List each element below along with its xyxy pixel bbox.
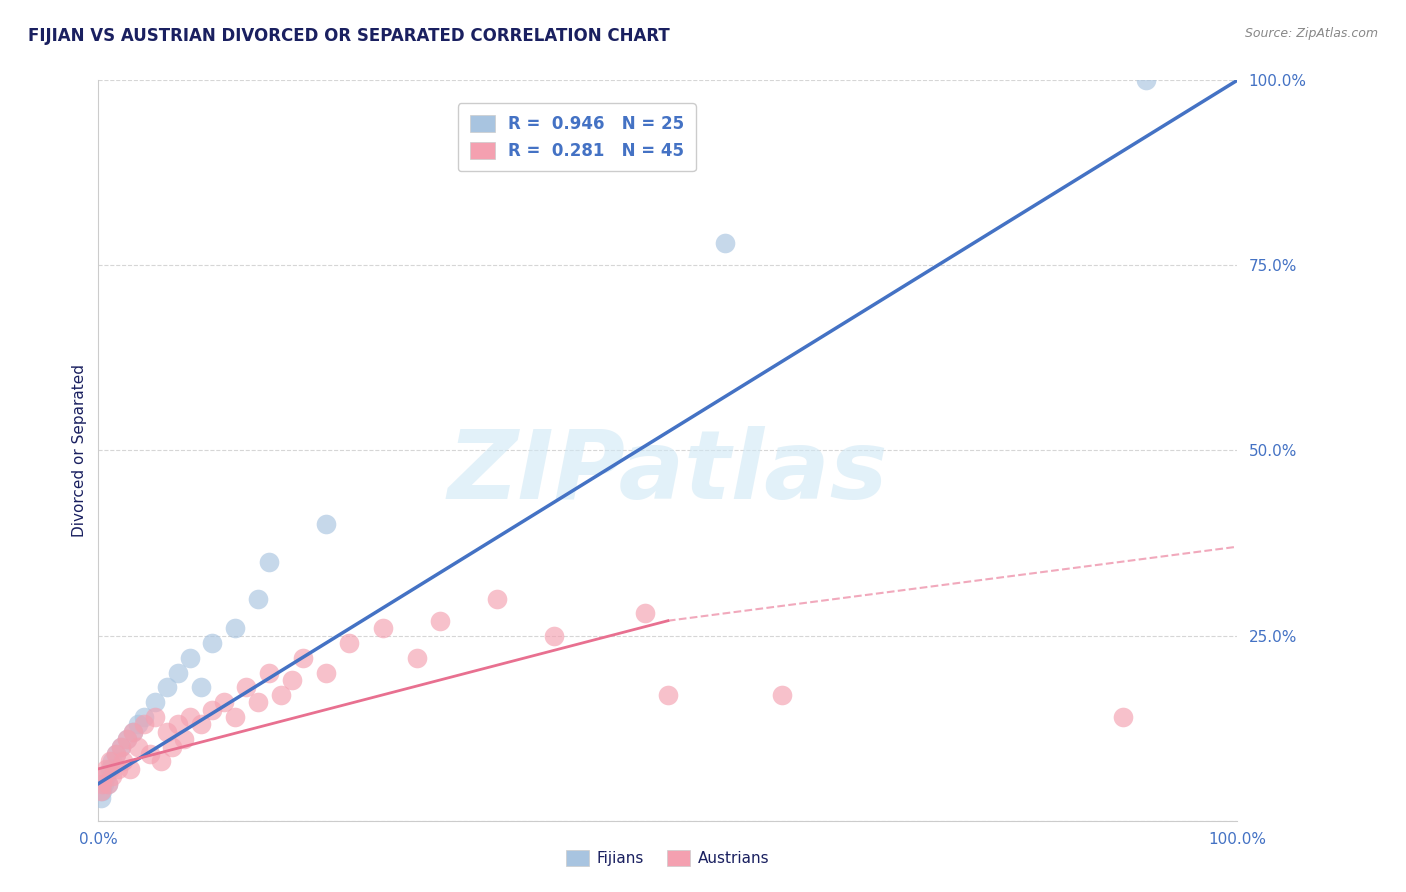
Point bbox=[190, 681, 212, 695]
Point bbox=[132, 717, 155, 731]
Point bbox=[150, 755, 173, 769]
Point bbox=[138, 747, 160, 761]
Point bbox=[110, 739, 132, 754]
Point bbox=[337, 636, 360, 650]
Point bbox=[93, 769, 115, 783]
Point bbox=[167, 717, 190, 731]
Point bbox=[1112, 710, 1135, 724]
Point bbox=[115, 732, 138, 747]
Point bbox=[543, 628, 565, 642]
Point bbox=[371, 621, 394, 635]
Point bbox=[145, 695, 167, 709]
Point bbox=[120, 762, 142, 776]
Point bbox=[96, 776, 118, 791]
Point bbox=[127, 717, 149, 731]
Point bbox=[121, 724, 143, 739]
Point bbox=[1135, 73, 1157, 87]
Point bbox=[107, 762, 129, 776]
Point bbox=[101, 769, 124, 783]
Point bbox=[132, 710, 155, 724]
Point bbox=[90, 791, 112, 805]
Y-axis label: Divorced or Separated: Divorced or Separated bbox=[72, 364, 87, 537]
Point bbox=[179, 650, 201, 665]
Text: ZIPatlas: ZIPatlas bbox=[447, 426, 889, 519]
Point bbox=[104, 747, 127, 761]
Point bbox=[246, 591, 269, 606]
Point bbox=[201, 636, 224, 650]
Point bbox=[96, 776, 118, 791]
Legend: Fijians, Austrians: Fijians, Austrians bbox=[560, 844, 776, 872]
Point bbox=[292, 650, 315, 665]
Point bbox=[486, 591, 509, 606]
Point bbox=[315, 517, 337, 532]
Point bbox=[281, 673, 304, 687]
Point bbox=[212, 695, 235, 709]
Point bbox=[259, 555, 281, 569]
Point bbox=[90, 784, 112, 798]
Point bbox=[190, 717, 212, 731]
Point bbox=[173, 732, 195, 747]
Point bbox=[259, 665, 281, 680]
Point bbox=[98, 762, 121, 776]
Point bbox=[246, 695, 269, 709]
Point bbox=[634, 607, 657, 621]
Point bbox=[101, 755, 124, 769]
Point bbox=[156, 724, 179, 739]
Point bbox=[235, 681, 257, 695]
Point bbox=[162, 739, 184, 754]
Point bbox=[112, 755, 135, 769]
Point bbox=[429, 614, 451, 628]
Point bbox=[104, 747, 127, 761]
Point bbox=[179, 710, 201, 724]
Point bbox=[770, 688, 793, 702]
Text: Source: ZipAtlas.com: Source: ZipAtlas.com bbox=[1244, 27, 1378, 40]
Point bbox=[406, 650, 429, 665]
Point bbox=[121, 724, 143, 739]
Point bbox=[90, 776, 112, 791]
Point bbox=[96, 762, 118, 776]
Point bbox=[201, 703, 224, 717]
Point bbox=[270, 688, 292, 702]
Point bbox=[657, 688, 679, 702]
Point bbox=[93, 776, 115, 791]
Point bbox=[115, 732, 138, 747]
Point bbox=[714, 236, 737, 251]
Point bbox=[98, 755, 121, 769]
Text: FIJIAN VS AUSTRIAN DIVORCED OR SEPARATED CORRELATION CHART: FIJIAN VS AUSTRIAN DIVORCED OR SEPARATED… bbox=[28, 27, 669, 45]
Point bbox=[156, 681, 179, 695]
Point bbox=[90, 784, 112, 798]
Point bbox=[96, 769, 118, 783]
Point bbox=[315, 665, 337, 680]
Point bbox=[224, 621, 246, 635]
Point bbox=[145, 710, 167, 724]
Point bbox=[110, 739, 132, 754]
Point bbox=[127, 739, 149, 754]
Point bbox=[224, 710, 246, 724]
Point bbox=[167, 665, 190, 680]
